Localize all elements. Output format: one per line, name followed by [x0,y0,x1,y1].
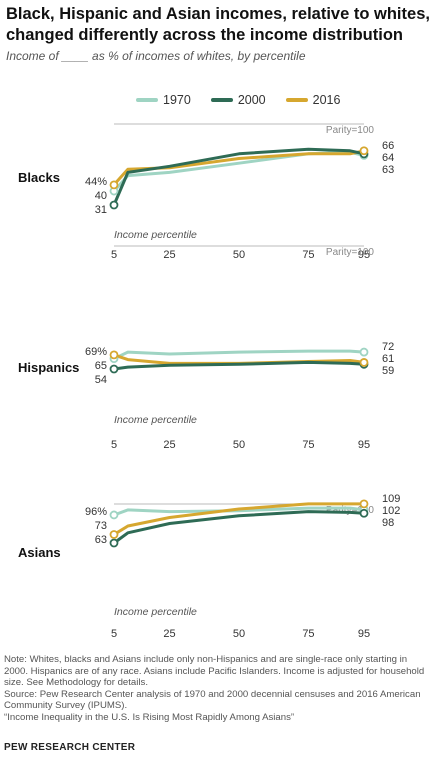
legend-label-1970: 1970 [163,93,191,107]
hispanics-start-label: 65 [95,360,107,372]
chart-subtitle: Income of ____ as % of incomes of whites… [6,49,306,63]
asians-line-2016 [112,502,366,536]
legend-swatch-2000 [210,98,233,102]
asians-end-label: 109 [382,493,400,505]
legend-item-2000: 2000 [210,93,266,107]
hispanics-end-label: 59 [382,365,394,377]
hispanics-start-point-2000 [109,364,119,374]
asians-line-1970 [112,506,366,517]
hispanics-end-point-2016 [359,358,369,367]
asians-end-label: 98 [382,517,394,529]
asians-start-point-2016 [109,530,119,539]
hispanics-end-point-1970 [359,347,369,357]
blacks-parity-label: Parity=100 [326,125,375,136]
asians-end-point-2000 [359,508,369,518]
blacks-line-2016 [112,149,366,187]
hispanics-group-label: Hispanics [18,360,79,375]
legend-item-2016: 2016 [285,93,341,107]
hispanics-tick-label: 75 [302,439,314,451]
hispanics-tick-label: 95 [358,439,370,451]
asians-tick-label: 75 [302,628,314,640]
brand-logo-text: PEW RESEARCH CENTER [4,742,136,753]
chart-title: Black, Hispanic and Asian incomes, relat… [6,5,430,44]
asians-end-label: 102 [382,505,400,517]
note-text: Note: Whites, blacks and Asians include … [4,654,425,689]
legend: 1970 2000 2016 [136,92,360,108]
hispanics-start-point-2016 [109,350,119,360]
report-title: “Income Inequality in the U.S. Is Rising… [4,711,295,723]
blacks-axis-label: Income percentile [114,229,197,241]
asians-tick-label: 95 [358,628,370,640]
hispanics-tick-label: 5 [111,439,117,451]
hispanics-tick-label: 50 [233,439,245,451]
asians-parity-label: Parity=100 [326,505,375,516]
legend-label-2016: 2016 [312,93,341,107]
blacks-end-point-2016 [359,146,369,156]
hispanics-start-label: 54 [95,374,107,386]
asians-end-point-2016 [359,499,369,509]
source-text: Source: Pew Research Center analysis of … [4,688,421,712]
blacks-end-label: 63 [382,164,394,176]
legend-item-1970: 1970 [136,93,191,107]
asians-start-label: 63 [95,534,107,546]
blacks-tick-label: 5 [111,249,117,261]
blacks-start-label: 31 [95,204,107,216]
blacks-tick-label: 75 [302,249,314,261]
hispanics-parity-label: Parity=100 [326,247,375,258]
hispanics-line-1970 [112,349,366,361]
hispanics-line-2000 [112,360,366,371]
notes: Note: Whites, blacks and Asians include … [4,654,430,724]
blacks-end-label: 66 [382,140,394,152]
asians-start-label: 96% [85,506,107,518]
hispanics-axis-label: Income percentile [114,414,197,426]
asians-group-label: Asians [18,545,61,560]
hispanics-end-label: 72 [382,341,394,353]
blacks-line-2000 [112,147,366,207]
asians-tick-label: 50 [233,628,245,640]
blacks-tick-label: 25 [163,249,175,261]
blacks-start-label: 44% [85,176,107,188]
blacks-start-label: 40 [95,190,107,202]
blacks-start-point-2000 [109,200,119,210]
hispanics-end-label: 61 [382,353,394,365]
blacks-group-label: Blacks [18,170,60,185]
asians-tick-label: 5 [111,628,117,640]
hispanics-tick-label: 25 [163,439,175,451]
legend-swatch-1970 [136,98,158,102]
asians-tick-label: 25 [163,628,175,640]
asians-start-point-2000 [109,538,119,548]
blacks-start-point-2016 [109,180,119,190]
legend-swatch-2016 [285,98,308,102]
asians-line-2000 [112,510,366,545]
blacks-tick-label: 95 [358,249,370,261]
asians-start-point-1970 [109,510,119,520]
legend-label-2000: 2000 [237,93,266,107]
blacks-tick-label: 50 [233,249,245,261]
asians-axis-label: Income percentile [114,606,197,618]
asians-start-label: 73 [95,520,107,532]
hispanics-start-label: 69% [85,346,107,358]
blacks-end-label: 64 [382,152,394,164]
